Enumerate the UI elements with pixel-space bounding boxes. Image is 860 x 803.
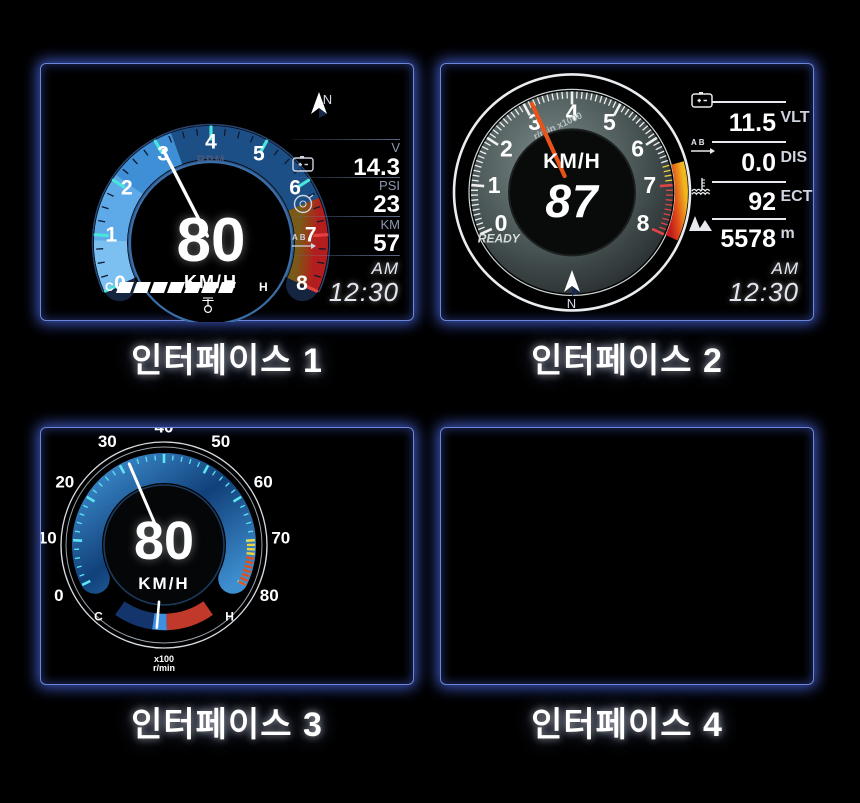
svg-text:40: 40: [155, 428, 174, 436]
svg-text:60: 60: [254, 472, 273, 491]
svg-text:20: 20: [55, 472, 74, 491]
svg-text:1: 1: [105, 223, 117, 246]
svg-text:H: H: [259, 280, 268, 294]
svg-text:C: C: [105, 280, 114, 294]
svg-text:C: C: [94, 610, 103, 624]
svg-text:5: 5: [603, 109, 616, 135]
svg-text:10: 10: [41, 528, 57, 547]
svg-text:H: H: [225, 610, 234, 624]
svg-text:5: 5: [253, 143, 265, 166]
svg-text:r/min: r/min: [153, 663, 175, 673]
svg-text:4: 4: [205, 131, 217, 154]
svg-text:30: 30: [98, 432, 117, 451]
svg-text:2: 2: [121, 176, 133, 199]
svg-text:70: 70: [271, 528, 290, 547]
svg-text:A B: A B: [691, 138, 705, 147]
svg-text:2: 2: [500, 135, 513, 161]
svg-text:1: 1: [488, 172, 501, 198]
svg-text:READY: READY: [478, 232, 521, 246]
svg-text:50: 50: [211, 432, 230, 451]
svg-text:80: 80: [260, 586, 279, 605]
svg-text:0: 0: [54, 586, 63, 605]
